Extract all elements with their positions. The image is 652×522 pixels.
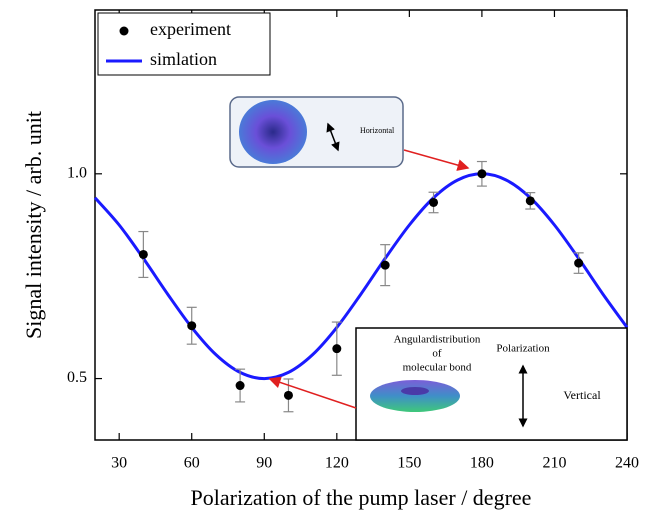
x-tick-label: 180: [470, 455, 494, 472]
data-point: [525, 196, 535, 206]
data-point: [477, 169, 487, 179]
inset-horizontal: Horizontal: [229, 96, 470, 171]
y-tick-label: 0.5: [67, 369, 87, 386]
annotation: molecular bond: [403, 362, 472, 374]
data-point: [187, 321, 197, 331]
data-point: [138, 249, 148, 259]
inset-arrow: [326, 122, 340, 152]
legend-box: [97, 12, 271, 76]
inset-image: [239, 100, 307, 164]
annotation: Horizontal: [360, 126, 395, 135]
marks: [93, 160, 629, 413]
data-point: [380, 260, 390, 270]
annotation: of: [432, 348, 442, 360]
axes: 30 60 90 120 150 180 210 240 0.5 1.0: [67, 10, 639, 472]
legend-marker: [119, 26, 129, 36]
x-tick-label: 90: [256, 455, 272, 472]
inset-image: [370, 380, 460, 412]
inset-image-hole: [401, 387, 429, 395]
annotation-arrow: [268, 376, 357, 409]
y-tick-label: 1.0: [67, 164, 87, 181]
annotation-arrow: [403, 149, 470, 171]
data-point: [283, 390, 293, 400]
x-tick-label: 120: [325, 455, 349, 472]
data-point: [429, 197, 439, 207]
legend-label: simlation: [150, 49, 217, 69]
inset-vertical: Angulardistribution of molecular bond Po…: [268, 327, 628, 441]
x-tick-label: 210: [542, 455, 566, 472]
x-tick-label: 30: [111, 455, 127, 472]
x-axis-label: Polarization of the pump laser / degree: [191, 485, 532, 510]
x-tick-label: 240: [615, 455, 639, 472]
x-tick-label: 150: [397, 455, 421, 472]
sim-line: [93, 172, 629, 381]
legend: experiment simlation: [97, 12, 271, 76]
data-point: [332, 344, 342, 354]
data-point: [574, 258, 584, 268]
legend-label: experiment: [150, 19, 231, 39]
annotation: Polarization: [496, 343, 550, 355]
annotation: Vertical: [563, 388, 601, 402]
y-axis-label: Signal intensity / arb. unit: [21, 111, 46, 339]
annotation: Angulardistribution: [394, 334, 481, 346]
x-tick-label: 60: [184, 455, 200, 472]
data-point: [235, 381, 245, 391]
